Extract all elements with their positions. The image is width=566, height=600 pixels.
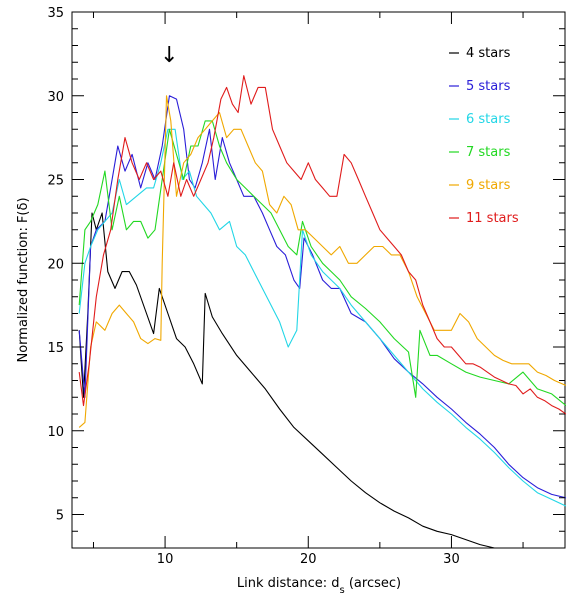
series-line-5 [78, 95, 566, 428]
annotation-arrow: ↓ [160, 43, 178, 68]
x-axis-label-suffix: (arcsec) [345, 576, 401, 591]
x-axis-label-subscript: s [340, 585, 345, 596]
ticks-layer: 10 20 30 5 10 15 20 25 30 35 [47, 6, 565, 567]
y-tick-label: 25 [47, 174, 64, 189]
y-tick-label: 15 [47, 341, 64, 356]
legend-label: 7 stars [466, 145, 511, 160]
x-tick-label: 30 [443, 552, 460, 567]
y-tick-label: 5 [56, 509, 64, 524]
legend-label: 4 stars [466, 46, 511, 61]
y-tick-label: 20 [47, 257, 64, 272]
legend: 4 stars 5 stars 6 stars 7 stars 9 stars 11 st… [449, 46, 519, 226]
legend-label: 9 stars [466, 178, 511, 193]
x-axis-label: Link distance: ds (arcsec) [237, 576, 401, 596]
series-line-6 [78, 75, 566, 415]
x-tick-label: 10 [157, 552, 174, 567]
y-tick-label: 35 [47, 6, 64, 21]
y-tick-label: 30 [47, 90, 64, 105]
x-axis-label-main: Link distance: d [237, 576, 340, 591]
series-line-3 [78, 128, 566, 507]
series-line-1 [78, 212, 495, 549]
legend-label: 6 stars [466, 112, 511, 127]
legend-label: 5 stars [466, 79, 511, 94]
legend-label: 11 stars [466, 211, 519, 226]
series-line-4 [78, 120, 566, 407]
x-tick-label: 20 [300, 552, 317, 567]
y-tick-label: 10 [47, 425, 64, 440]
y-axis-label: Normalized function: F(δ) [16, 197, 31, 362]
series-layer [78, 75, 566, 549]
